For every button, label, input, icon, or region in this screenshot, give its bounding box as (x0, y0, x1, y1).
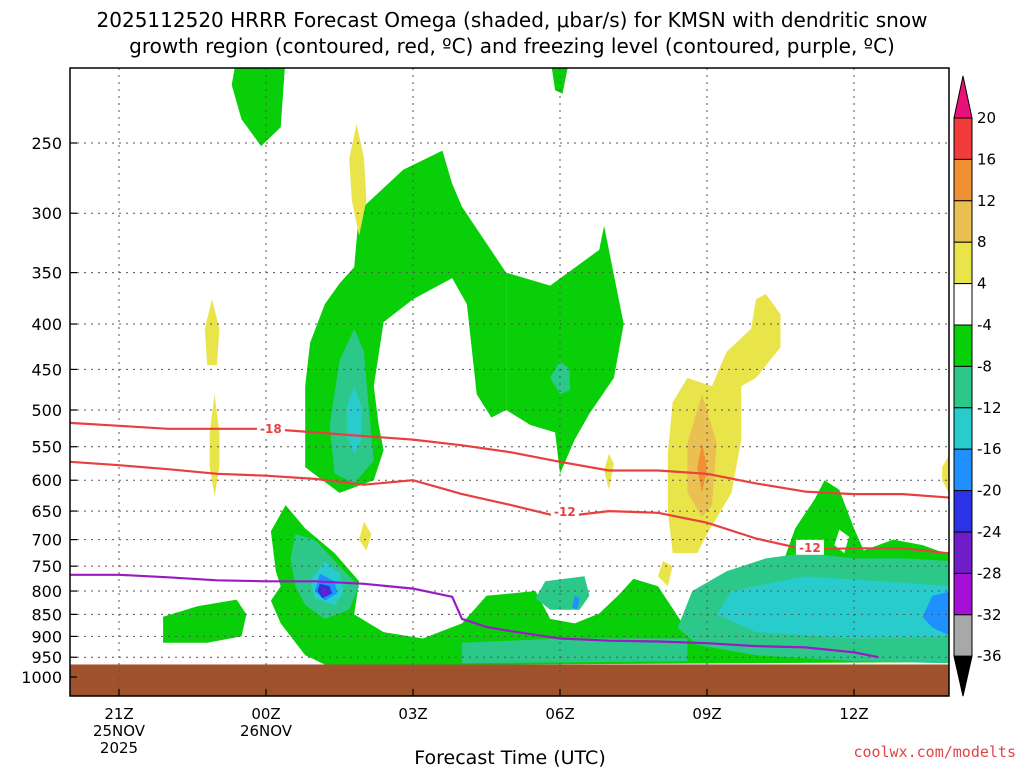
omega-region-yellow-right-edge (942, 455, 949, 494)
x-tick-label-12Z-0: 12Z (839, 705, 868, 723)
ground-below-surface (70, 664, 949, 696)
y-tick-label-600: 600 (31, 471, 62, 490)
colorbar-label-12: -32 (977, 606, 1002, 624)
colorbar: 20 16 12 8 4 -4 -8 -12 -16 -20 -24 -28 -32 -36 (953, 75, 1002, 697)
contours: -18 -12 -12 (70, 420, 949, 659)
colorbar-label-1: 16 (977, 150, 996, 168)
omega-region-darkorange-right-core (697, 443, 707, 493)
colorbar-label-4: 4 (977, 275, 987, 293)
omega-region-green-top-middle (551, 68, 568, 94)
y-tick-label-1000: 1000 (21, 668, 62, 687)
colorbar-label-2: 12 (977, 192, 996, 210)
colorbar-label-8: -16 (977, 440, 1002, 458)
y-tick-label-500: 500 (31, 401, 62, 420)
omega-region-yellow-upper (349, 124, 367, 236)
x-tick-label-06Z-0: 06Z (545, 705, 574, 723)
colorbar-swatch-0 (953, 117, 973, 160)
colorbar-swatch-9 (953, 490, 973, 533)
y-tick-label-350: 350 (31, 264, 62, 283)
ground-layer (70, 664, 949, 696)
omega-region-green-left-blob (163, 599, 247, 643)
x-axis-label: Forecast Time (UTC) (414, 747, 605, 768)
y-tick-label-850: 850 (31, 605, 62, 624)
colorbar-swatch-12 (953, 614, 973, 657)
omega-region-yellow-small-700 (359, 521, 372, 551)
omega-region-green-upper-left (231, 68, 285, 147)
y-tick-label-450: 450 (31, 360, 62, 379)
x-tick-label-03Z-0: 03Z (398, 705, 427, 723)
y-tick-label-800: 800 (31, 582, 62, 601)
colorbar-swatch-3 (953, 241, 973, 285)
y-tick-label-550: 550 (31, 438, 62, 457)
colorbar-label-6: -8 (977, 357, 992, 375)
colorbar-label-7: -12 (977, 399, 1002, 417)
y-tick-label-650: 650 (31, 502, 62, 521)
colorbar-label-13: -36 (977, 647, 1002, 665)
y-tick-label-700: 700 (31, 531, 62, 550)
contour-dendritic-minus18 (70, 421, 949, 499)
colorbar-swatch-5 (953, 324, 973, 367)
colorbar-label-9: -20 (977, 482, 1002, 500)
chart-title-line2: growth region (contoured, red, ºC) and f… (129, 34, 895, 58)
y-tick-label-950: 950 (31, 648, 62, 667)
y-tick-label-400: 400 (31, 315, 62, 334)
plot-frame (69, 67, 950, 697)
x-tick-label-00Z-1: 26NOV (240, 722, 293, 740)
colorbar-swatch-4 (953, 283, 973, 326)
omega-region-cyan-lower-right (716, 576, 949, 639)
contour-label-bg (795, 539, 824, 555)
colorbar-swatch-8 (953, 448, 973, 492)
omega-region-green-right-wing (506, 225, 624, 474)
contour-label-bg (256, 420, 285, 436)
x-tick-label-21Z-0: 21Z (104, 705, 133, 723)
y-tick-label-250: 250 (31, 134, 62, 153)
colorbar-bottom-arrow (953, 655, 973, 697)
colorbar-label-11: -28 (977, 564, 1002, 582)
omega-region-cyan-upper-core (346, 386, 362, 454)
omega-region-yellow-small-600 (604, 453, 614, 490)
chart-title-line1: 2025112520 HRRR Forecast Omega (shaded, … (97, 8, 928, 32)
omega-region-white-notch (834, 529, 850, 554)
omega-region-purple-core (322, 587, 328, 596)
omega-region-yellow-small-770 (658, 561, 673, 587)
colorbar-label-10: -24 (977, 523, 1002, 541)
contour-label-2: -12 (799, 541, 821, 555)
omega-region-yellow-left-top (204, 299, 220, 366)
y-tick-label-900: 900 (31, 627, 62, 646)
contour-label-bg (550, 504, 579, 520)
contour-label-0: -18 (260, 422, 282, 436)
pressure-axis: 250 300 350 400 450 500 550 600 650 700 750 800 850 9… (21, 134, 77, 687)
y-tick-label-750: 750 (31, 557, 62, 576)
colorbar-swatch-11 (953, 572, 973, 616)
omega-shading (163, 68, 949, 665)
colorbar-top-arrow (953, 75, 973, 119)
colorbar-label-5: -4 (977, 316, 992, 334)
y-tick-label-300: 300 (31, 204, 62, 223)
x-tick-label-21Z-1: 25NOV (93, 722, 146, 740)
omega-region-blue-lower-right (922, 591, 949, 636)
x-tick-label-21Z-2: 2025 (100, 739, 138, 757)
contour-freezing-level (70, 573, 879, 659)
colorbar-swatch-7 (953, 407, 973, 450)
colorbar-label-3: 8 (977, 233, 987, 251)
contour-label-1: -12 (554, 505, 576, 519)
credit-link[interactable]: coolwx.com/modelts (853, 743, 1016, 761)
omega-region-blue-small-middle (572, 595, 580, 610)
colorbar-swatch-1 (953, 158, 973, 202)
x-tick-label-09Z-0: 09Z (692, 705, 721, 723)
omega-region-yellow-left-column (209, 394, 220, 496)
colorbar-label-0: 20 (977, 109, 996, 127)
colorbar-swatch-10 (953, 531, 973, 574)
x-tick-label-00Z-0: 00Z (251, 705, 280, 723)
colorbar-swatch-6 (953, 365, 973, 409)
colorbar-swatch-2 (953, 200, 973, 243)
